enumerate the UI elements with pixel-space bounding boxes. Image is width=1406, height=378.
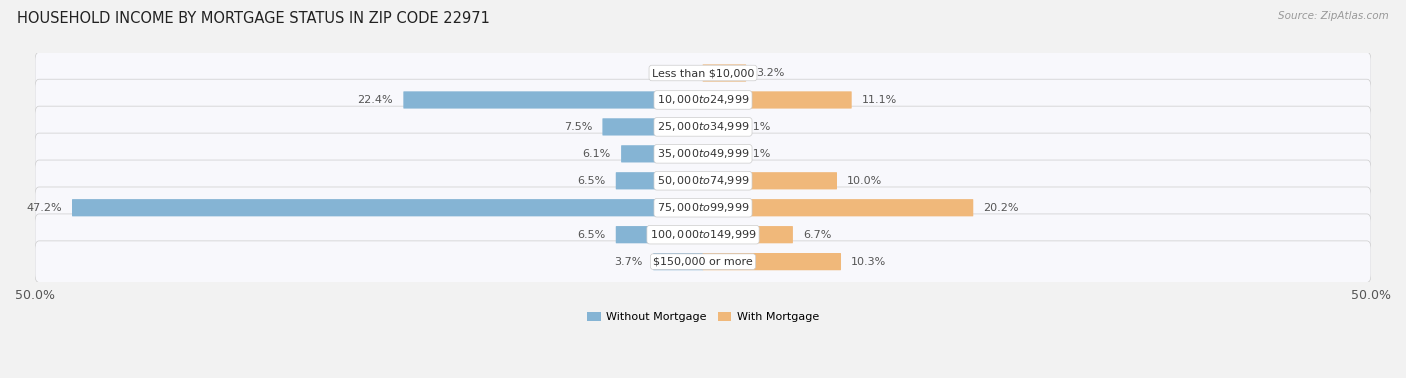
FancyBboxPatch shape xyxy=(703,118,731,136)
FancyBboxPatch shape xyxy=(35,52,1371,94)
Legend: Without Mortgage, With Mortgage: Without Mortgage, With Mortgage xyxy=(582,307,824,327)
FancyBboxPatch shape xyxy=(703,253,841,270)
Text: 3.7%: 3.7% xyxy=(614,257,643,266)
Text: 7.5%: 7.5% xyxy=(564,122,592,132)
FancyBboxPatch shape xyxy=(72,199,703,216)
Text: 6.1%: 6.1% xyxy=(582,149,610,159)
Text: 6.5%: 6.5% xyxy=(578,230,606,240)
Text: $100,000 to $149,999: $100,000 to $149,999 xyxy=(650,228,756,241)
FancyBboxPatch shape xyxy=(654,253,703,270)
FancyBboxPatch shape xyxy=(616,172,703,189)
Text: $75,000 to $99,999: $75,000 to $99,999 xyxy=(657,201,749,214)
FancyBboxPatch shape xyxy=(35,106,1371,148)
FancyBboxPatch shape xyxy=(35,79,1371,121)
Text: $25,000 to $34,999: $25,000 to $34,999 xyxy=(657,121,749,133)
FancyBboxPatch shape xyxy=(35,241,1371,282)
Text: 20.2%: 20.2% xyxy=(984,203,1019,213)
Text: 0.0%: 0.0% xyxy=(664,68,692,78)
Text: 2.1%: 2.1% xyxy=(742,122,770,132)
FancyBboxPatch shape xyxy=(621,145,703,163)
Text: Less than $10,000: Less than $10,000 xyxy=(652,68,754,78)
Text: 6.7%: 6.7% xyxy=(803,230,831,240)
Text: 10.0%: 10.0% xyxy=(848,176,883,186)
FancyBboxPatch shape xyxy=(616,226,703,243)
FancyBboxPatch shape xyxy=(703,226,793,243)
FancyBboxPatch shape xyxy=(703,64,747,82)
Text: 22.4%: 22.4% xyxy=(357,95,394,105)
Text: HOUSEHOLD INCOME BY MORTGAGE STATUS IN ZIP CODE 22971: HOUSEHOLD INCOME BY MORTGAGE STATUS IN Z… xyxy=(17,11,489,26)
FancyBboxPatch shape xyxy=(602,118,703,136)
FancyBboxPatch shape xyxy=(703,145,731,163)
FancyBboxPatch shape xyxy=(703,91,852,108)
FancyBboxPatch shape xyxy=(35,133,1371,175)
FancyBboxPatch shape xyxy=(404,91,703,108)
Text: 3.2%: 3.2% xyxy=(756,68,785,78)
Text: Source: ZipAtlas.com: Source: ZipAtlas.com xyxy=(1278,11,1389,21)
Text: $150,000 or more: $150,000 or more xyxy=(654,257,752,266)
Text: 47.2%: 47.2% xyxy=(27,203,62,213)
FancyBboxPatch shape xyxy=(703,199,973,216)
FancyBboxPatch shape xyxy=(35,214,1371,256)
FancyBboxPatch shape xyxy=(703,172,837,189)
Text: 6.5%: 6.5% xyxy=(578,176,606,186)
FancyBboxPatch shape xyxy=(35,160,1371,201)
Text: 10.3%: 10.3% xyxy=(851,257,887,266)
Text: $35,000 to $49,999: $35,000 to $49,999 xyxy=(657,147,749,160)
Text: 11.1%: 11.1% xyxy=(862,95,897,105)
Text: 2.1%: 2.1% xyxy=(742,149,770,159)
Text: $50,000 to $74,999: $50,000 to $74,999 xyxy=(657,174,749,187)
FancyBboxPatch shape xyxy=(35,187,1371,228)
Text: $10,000 to $24,999: $10,000 to $24,999 xyxy=(657,93,749,107)
